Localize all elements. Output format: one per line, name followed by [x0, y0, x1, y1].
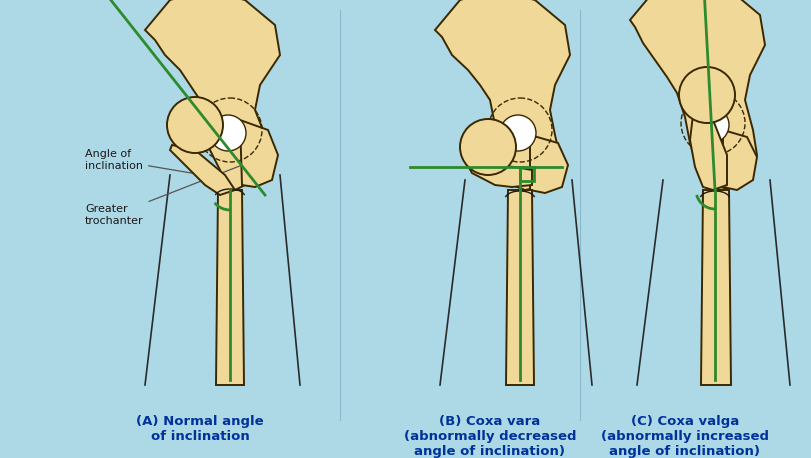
- Polygon shape: [216, 190, 243, 385]
- Circle shape: [692, 107, 728, 143]
- Polygon shape: [465, 160, 531, 187]
- Circle shape: [500, 115, 535, 151]
- Polygon shape: [700, 190, 730, 385]
- Circle shape: [460, 119, 515, 175]
- Text: (A) Normal angle
of inclination: (A) Normal angle of inclination: [136, 415, 264, 443]
- Circle shape: [210, 115, 246, 151]
- Circle shape: [167, 97, 223, 153]
- Polygon shape: [435, 0, 569, 190]
- Text: (B) Coxa vara
(abnormally decreased
angle of inclination): (B) Coxa vara (abnormally decreased angl…: [403, 415, 576, 458]
- Text: Angle of
inclination: Angle of inclination: [85, 149, 212, 176]
- Text: Greater
trochanter: Greater trochanter: [85, 161, 252, 226]
- Polygon shape: [689, 115, 726, 190]
- Polygon shape: [505, 190, 534, 385]
- Text: (C) Coxa valga
(abnormally increased
angle of inclination): (C) Coxa valga (abnormally increased ang…: [600, 415, 768, 458]
- Polygon shape: [629, 0, 764, 190]
- Polygon shape: [169, 145, 234, 195]
- Bar: [519, 167, 534, 181]
- Circle shape: [678, 67, 734, 123]
- Polygon shape: [145, 0, 280, 190]
- Polygon shape: [722, 130, 756, 190]
- Polygon shape: [240, 120, 277, 187]
- Polygon shape: [530, 135, 568, 193]
